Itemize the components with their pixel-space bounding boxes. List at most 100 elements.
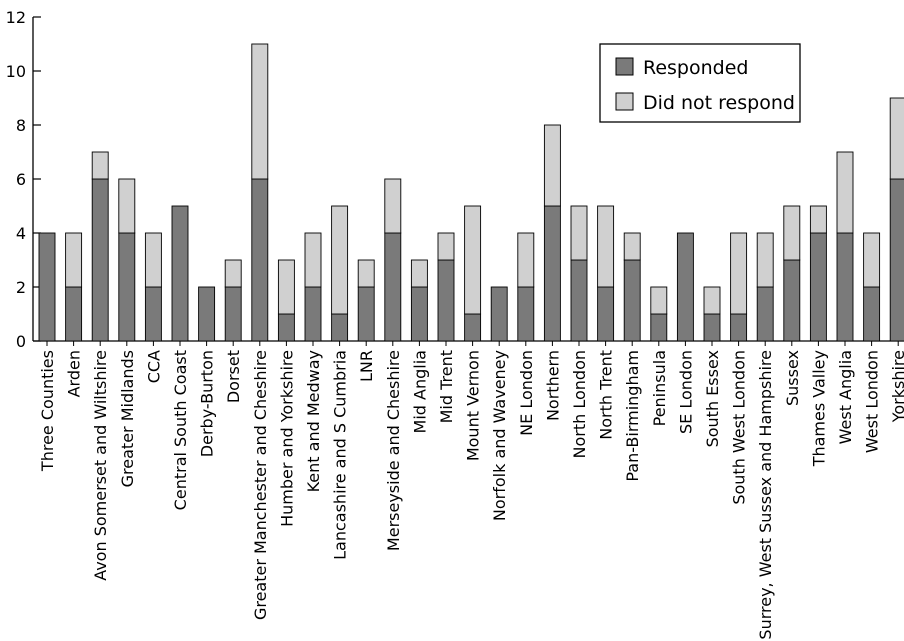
bar-did-not-respond: [331, 205, 349, 315]
bar-did-not-respond: [809, 205, 827, 234]
bar-did-not-respond: [144, 232, 162, 288]
bar-responded: [650, 313, 668, 342]
x-tick-label: LNR: [357, 350, 376, 382]
y-tick-label: 2: [16, 278, 26, 297]
bar-did-not-respond: [357, 259, 375, 288]
x-tick-label: Sussex: [783, 350, 802, 406]
bar-responded: [809, 232, 827, 342]
bar-did-not-respond: [65, 232, 83, 288]
bars: [38, 43, 904, 342]
bar-responded: [543, 205, 561, 342]
y-tick-label: 8: [16, 116, 26, 135]
x-tick-label: Avon Somerset and Wiltshire: [91, 350, 110, 581]
bar-did-not-respond: [384, 178, 402, 234]
bar-did-not-respond: [783, 205, 801, 261]
bar-responded: [676, 232, 694, 342]
bar-did-not-respond: [543, 124, 561, 207]
x-tick-label: Dorset: [224, 350, 243, 403]
x-tick-label: Mount Vernon: [464, 350, 483, 461]
bar-responded: [304, 286, 322, 342]
x-tick-label: West Anglia: [836, 350, 855, 444]
x-tick-label: Greater Manchester and Cheshire: [251, 350, 270, 620]
x-tick-label: Thames Valley: [809, 350, 828, 467]
bar-responded: [277, 313, 295, 342]
bar-responded: [889, 178, 904, 342]
bar-did-not-respond: [570, 205, 588, 261]
bar-responded: [597, 286, 615, 342]
x-tick-label: South Essex: [703, 350, 722, 447]
bar-responded: [863, 286, 881, 342]
bar-responded: [703, 313, 721, 342]
bar-responded: [836, 232, 854, 342]
bar-responded: [331, 313, 349, 342]
bar-did-not-respond: [251, 43, 269, 180]
y-tick-label: 10: [6, 62, 26, 81]
x-tick-label: Peninsula: [650, 350, 669, 426]
legend-label-did-not-respond: Did not respond: [643, 92, 795, 114]
legend-swatch-responded: [615, 57, 634, 76]
x-tick-label: Mid Anglia: [410, 350, 429, 433]
bar-responded: [437, 259, 455, 342]
bar-responded: [623, 259, 641, 342]
x-tick-label: Lancashire and S Cumbria: [331, 350, 350, 560]
x-tick-label: Mid Trent: [437, 350, 456, 423]
x-tick-label: Yorkshire: [889, 350, 904, 423]
bar-did-not-respond: [597, 205, 615, 288]
bar-responded: [570, 259, 588, 342]
bar-did-not-respond: [224, 259, 242, 288]
bar-responded: [91, 178, 109, 342]
bar-responded: [65, 286, 83, 342]
x-tick-label: West London: [863, 350, 882, 453]
bar-responded: [251, 178, 269, 342]
bar-responded: [144, 286, 162, 342]
x-tick-label: Norfolk and Waveney: [490, 350, 509, 521]
x-tick-label: SE London: [676, 350, 695, 434]
bar-did-not-respond: [836, 151, 854, 234]
bar-responded: [783, 259, 801, 342]
bar-did-not-respond: [118, 178, 136, 234]
bar-did-not-respond: [730, 232, 748, 315]
x-tick-label: Central South Coast: [171, 350, 190, 510]
bar-did-not-respond: [91, 151, 109, 180]
x-tick-label: North London: [570, 350, 589, 458]
bar-responded: [410, 286, 428, 342]
bar-responded: [357, 286, 375, 342]
bar-did-not-respond: [517, 232, 535, 288]
x-tick-label: Arden: [65, 350, 84, 397]
x-tick-label: North Trent: [597, 350, 616, 440]
bar-did-not-respond: [437, 232, 455, 261]
x-tick-label: Merseyside and Cheshire: [384, 350, 403, 551]
bar-responded: [118, 232, 136, 342]
bar-did-not-respond: [464, 205, 482, 315]
bar-responded: [730, 313, 748, 342]
x-tick-label: Pan-Birmingham: [623, 350, 642, 482]
bar-responded: [756, 286, 774, 342]
legend-swatch-did-not-respond: [615, 92, 634, 111]
bar-did-not-respond: [623, 232, 641, 261]
bar-responded: [384, 232, 402, 342]
x-tick-label: Kent and Medway: [304, 350, 323, 492]
bar-responded: [464, 313, 482, 342]
x-tick-label: CCA: [144, 350, 163, 383]
bar-responded: [517, 286, 535, 342]
bar-responded: [198, 286, 216, 342]
y-tick-label: 6: [16, 170, 26, 189]
bar-responded: [38, 232, 56, 342]
bar-did-not-respond: [756, 232, 774, 288]
x-tick-label: Northern: [543, 350, 562, 421]
x-tick-label: Three Counties: [38, 350, 57, 472]
x-tick-labels: Three Counties Arden Avon Somerset and Wil…: [38, 350, 904, 640]
x-tick-label: South West London: [730, 350, 749, 505]
y-tick-label: 4: [16, 224, 26, 243]
bar-did-not-respond: [863, 232, 881, 288]
bar-did-not-respond: [650, 286, 668, 315]
bar-did-not-respond: [703, 286, 721, 315]
bar-did-not-respond: [410, 259, 428, 288]
x-tick-label: NE London: [517, 350, 536, 436]
bar-responded: [490, 286, 508, 342]
bar-did-not-respond: [304, 232, 322, 288]
bar-did-not-respond: [889, 97, 904, 180]
bar-responded: [171, 205, 189, 342]
x-tick-label: Derby-Burton: [198, 350, 217, 457]
